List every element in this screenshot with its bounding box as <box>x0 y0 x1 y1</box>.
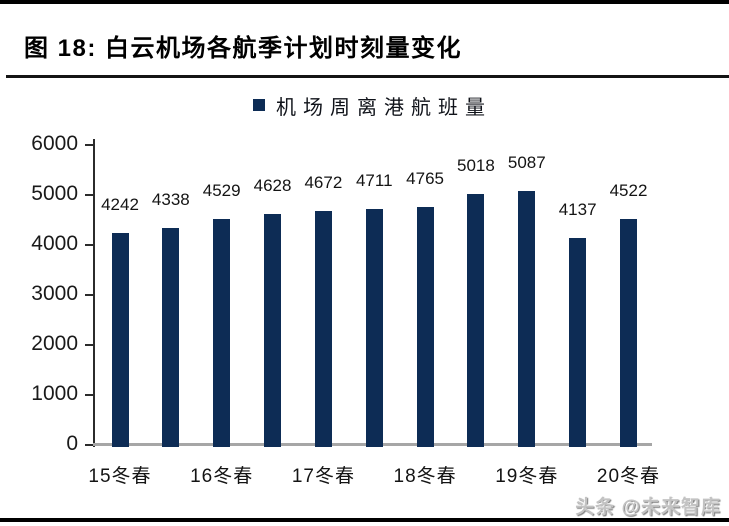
bar-value-label: 4137 <box>558 200 597 220</box>
watermark: 头条 @未来智库 <box>575 497 721 518</box>
y-axis-tick-label: 5000 <box>31 182 78 205</box>
y-axis-tick-label: 4000 <box>31 232 78 255</box>
y-axis-tick <box>85 294 93 296</box>
bar-value-label: 4765 <box>406 168 444 188</box>
y-axis-tick-label: 0 <box>66 432 78 455</box>
y-axis-tick-label: 6000 <box>31 132 78 155</box>
bar <box>416 206 434 447</box>
legend-label: 机场周离港航班量 <box>276 96 492 119</box>
chart-legend: 机场周离港航班量 <box>93 92 652 119</box>
legend-swatch <box>253 99 265 111</box>
bar <box>569 238 587 447</box>
bar-value-label: 4672 <box>304 173 343 193</box>
bar-value-label: 4711 <box>355 171 393 191</box>
y-axis-tick <box>85 144 93 146</box>
y-axis-tick <box>85 344 93 346</box>
x-axis-label: 17冬春 <box>291 466 355 487</box>
bar-value-label: 5087 <box>507 152 546 172</box>
x-axis-label: 20冬春 <box>596 466 661 487</box>
bar <box>518 190 536 447</box>
bar <box>111 232 129 447</box>
bar <box>314 211 332 447</box>
top-rule <box>0 0 729 4</box>
y-axis-tick <box>85 244 93 246</box>
x-axis-label: 15冬春 <box>88 466 152 487</box>
bar <box>213 218 231 447</box>
bar <box>620 218 637 447</box>
bar-value-label: 4529 <box>202 180 241 200</box>
figure-title: 图 18: 白云机场各航季计划时刻量变化 <box>24 35 463 62</box>
y-axis-line <box>93 139 95 447</box>
y-axis-tick-label: 3000 <box>31 282 78 305</box>
bar-value-label: 5018 <box>457 156 495 176</box>
bar <box>365 209 383 447</box>
bar <box>264 213 282 447</box>
y-axis-tick <box>85 444 93 446</box>
title-divider <box>6 75 729 78</box>
bar-value-label: 4628 <box>253 175 292 195</box>
bar <box>162 228 180 447</box>
y-axis-tick <box>85 194 93 196</box>
bar-value-label: 4522 <box>609 180 648 200</box>
y-axis-tick <box>85 394 93 396</box>
bar-value-label: 4242 <box>101 194 139 214</box>
x-axis-label: 16冬春 <box>190 466 254 487</box>
bar <box>467 194 485 447</box>
y-axis-tick-label: 2000 <box>31 332 78 355</box>
y-axis-tick-label: 1000 <box>31 382 78 405</box>
x-axis-label: 19冬春 <box>495 466 559 487</box>
bar-value-label: 4338 <box>151 190 190 210</box>
x-axis-label: 18冬春 <box>393 466 457 487</box>
bottom-rule <box>0 518 729 522</box>
